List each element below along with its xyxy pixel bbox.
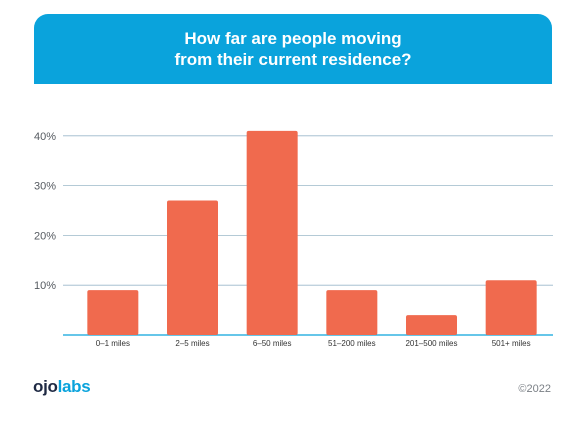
bar <box>167 200 218 335</box>
logo-labs-text: labs <box>57 377 91 396</box>
bar <box>87 290 139 335</box>
y-tick-label: 20% <box>34 230 56 242</box>
copyright-text: ©2022 <box>518 383 551 395</box>
x-category-label: 501+ miles <box>492 339 531 348</box>
y-tick-label: 40% <box>34 131 56 143</box>
x-category-label: 201–500 miles <box>405 339 457 348</box>
x-category-label: 2–5 miles <box>175 339 209 348</box>
x-category-label: 6–50 miles <box>253 339 292 348</box>
bar <box>246 130 298 335</box>
bar <box>485 280 537 335</box>
title-banner: How far are people moving from their cur… <box>34 14 552 84</box>
logo-ojo-text: ojo <box>33 377 58 396</box>
x-category-label: 0–1 miles <box>96 339 130 348</box>
y-tick-label: 30% <box>34 181 56 193</box>
chart-title-line2: from their current residence? <box>174 50 412 69</box>
bar <box>406 315 457 335</box>
y-tick-label: 10% <box>34 280 56 292</box>
bar <box>326 290 378 335</box>
chart-title-line1: How far are people moving <box>184 29 402 48</box>
x-category-label: 51–200 miles <box>328 339 376 348</box>
ojolabs-logo: ojolabs <box>33 377 91 397</box>
